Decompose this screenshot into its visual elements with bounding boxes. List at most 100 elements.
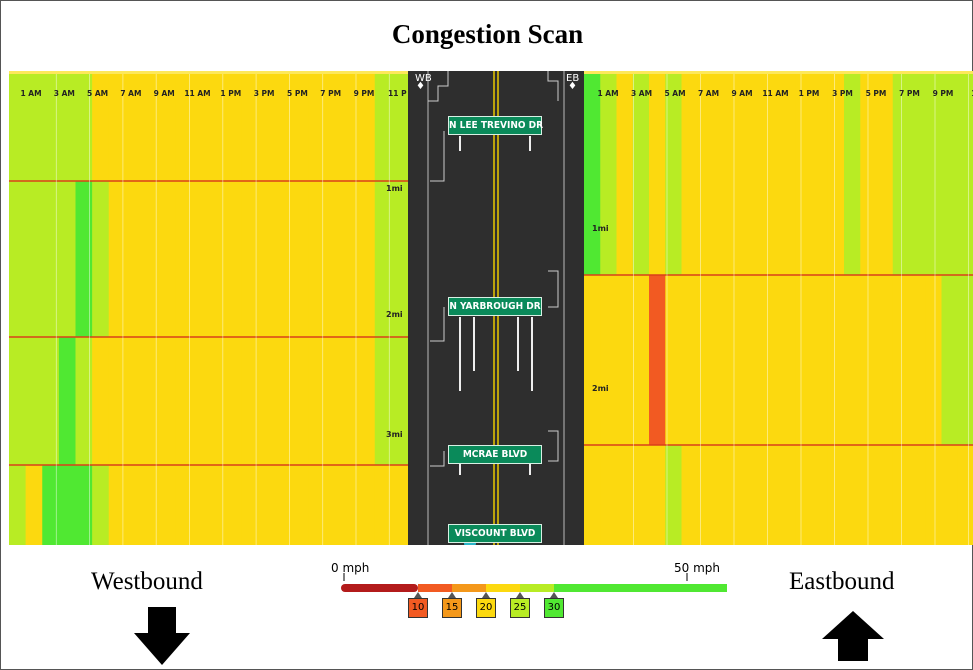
heat-cell <box>844 71 861 275</box>
heat-cell <box>827 275 845 445</box>
heat-cell <box>681 445 699 545</box>
heat-cell <box>957 275 973 445</box>
heat-cell <box>665 445 683 545</box>
heat-cell <box>225 71 243 181</box>
mile-tick-label: 2mi <box>592 384 609 393</box>
time-tick-label: 11 <box>971 89 973 98</box>
legend-max-label: 50 mph <box>674 561 720 575</box>
heat-cell <box>75 465 93 545</box>
heat-cell <box>324 337 343 465</box>
heat-cell <box>25 337 43 465</box>
heat-cell <box>391 465 408 545</box>
legend-box-10: 10 <box>408 598 428 618</box>
heat-cell <box>827 71 845 275</box>
heat-cell <box>925 275 943 445</box>
time-tick-label: 9 PM <box>933 89 954 98</box>
time-tick-label: 7 AM <box>698 89 719 98</box>
time-tick-label: 7 PM <box>899 89 920 98</box>
heat-cell <box>811 445 829 545</box>
heat-cell <box>108 181 126 337</box>
heat-cell <box>649 71 666 275</box>
heat-cell <box>909 71 926 275</box>
heat-cell <box>175 465 193 545</box>
heat-cell <box>208 181 226 337</box>
header-strip <box>584 71 973 74</box>
street-sign-yarbrough: N YARBROUGH DR <box>448 297 542 316</box>
heat-cell <box>358 337 376 465</box>
heat-cell <box>925 445 943 545</box>
heat-cell <box>58 181 77 337</box>
heat-cell <box>125 337 143 465</box>
time-tick-label: 3 AM <box>631 89 652 98</box>
heat-cell <box>158 71 176 181</box>
heat-cell <box>324 465 343 545</box>
heat-cell <box>795 71 813 275</box>
time-tick-label: 7 AM <box>120 89 141 98</box>
heat-cell <box>779 71 796 275</box>
heat-cell <box>811 275 829 445</box>
heat-cell <box>225 337 243 465</box>
heat-cell <box>649 275 666 445</box>
heat-cell <box>42 181 60 337</box>
time-tick-label: 1 PM <box>220 89 241 98</box>
heat-cell <box>746 445 764 545</box>
time-tick-label: 3 PM <box>832 89 853 98</box>
heat-cell <box>125 465 143 545</box>
heat-cell <box>175 181 193 337</box>
heat-cell <box>876 71 894 275</box>
heat-cell <box>125 181 143 337</box>
heat-cell <box>341 181 359 337</box>
heat-cell <box>795 275 813 445</box>
heat-cell <box>241 181 259 337</box>
heat-cell <box>341 465 359 545</box>
street-sign-viscount: VISCOUNT BLVD <box>448 524 542 543</box>
heat-cell <box>844 445 861 545</box>
heat-cell <box>291 71 309 181</box>
heat-cell <box>291 337 309 465</box>
heat-cell <box>225 181 243 337</box>
heat-cell <box>811 71 829 275</box>
legend-scale-svg <box>341 573 727 598</box>
heat-cell <box>25 465 43 545</box>
heat-cell <box>374 465 392 545</box>
time-tick-label: 3 AM <box>54 89 75 98</box>
heat-cell <box>941 71 959 275</box>
time-tick-label: 7 PM <box>320 89 341 98</box>
mile-tick-label: 1mi <box>386 184 403 193</box>
time-tick-label: 5 AM <box>664 89 685 98</box>
heat-cell <box>9 465 27 545</box>
heat-cell <box>909 275 926 445</box>
heat-cell <box>175 71 193 181</box>
heat-cell <box>175 337 193 465</box>
heat-cell <box>158 181 176 337</box>
heat-cell <box>291 465 309 545</box>
heat-cell <box>374 71 392 181</box>
heat-cell <box>275 71 293 181</box>
heat-cell <box>600 71 618 275</box>
heat-cell <box>191 465 210 545</box>
heat-cell <box>714 275 731 445</box>
heat-cell <box>291 181 309 337</box>
heat-cell <box>649 445 666 545</box>
heat-cell <box>584 275 601 445</box>
wb-label: WB <box>415 73 432 84</box>
heat-cell <box>208 71 226 181</box>
heat-cell <box>616 71 634 275</box>
heat-cell <box>42 71 60 181</box>
heat-cell <box>125 71 143 181</box>
heat-cell <box>876 445 894 545</box>
heat-cell <box>391 181 408 337</box>
legend-box-25: 25 <box>510 598 530 618</box>
heat-cell <box>681 275 699 445</box>
heat-cell <box>75 71 93 181</box>
heat-cell <box>358 181 376 337</box>
street-sign-lee-trevino: N LEE TREVINO DR <box>448 116 543 135</box>
heat-cell <box>860 445 878 545</box>
eb-label: EB <box>566 73 580 84</box>
heat-cell <box>9 71 27 181</box>
time-tick-label: 5 PM <box>866 89 887 98</box>
heat-cell <box>308 465 326 545</box>
heat-cell <box>58 465 77 545</box>
heat-cell <box>584 71 601 275</box>
heat-cell <box>374 181 392 337</box>
